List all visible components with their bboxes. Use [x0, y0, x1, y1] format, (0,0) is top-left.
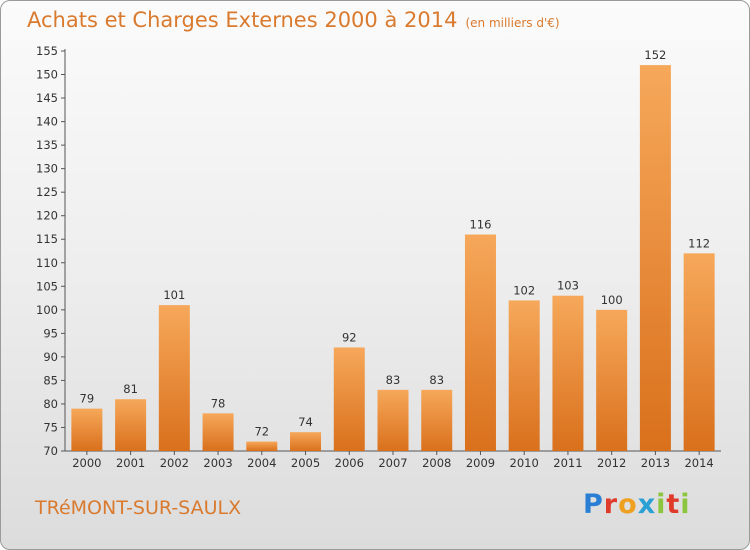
- x-tick-label: 2011: [553, 456, 582, 470]
- bar: [639, 65, 671, 451]
- bar: [333, 347, 365, 451]
- bar-value-label: 152: [644, 48, 666, 62]
- y-tick-label: 145: [36, 91, 58, 105]
- x-tick-label: 2009: [466, 456, 495, 470]
- bar-value-label: 101: [163, 288, 185, 302]
- x-tick-label: 2003: [203, 456, 232, 470]
- bar: [464, 234, 496, 451]
- y-tick-label: 95: [43, 326, 58, 340]
- x-tick-label: 2010: [510, 456, 539, 470]
- bar: [158, 305, 190, 451]
- x-tick-label: 2005: [291, 456, 320, 470]
- y-tick-label: 80: [43, 397, 58, 411]
- bar: [508, 300, 540, 451]
- bar: [71, 408, 103, 451]
- bar-value-label: 103: [557, 279, 579, 293]
- logo-letter: r: [603, 489, 619, 520]
- y-tick-label: 120: [36, 209, 58, 223]
- y-tick-label: 140: [36, 115, 58, 129]
- commune-name: TRéMONT-SUR-SAULX: [35, 497, 242, 519]
- bars: [71, 65, 715, 451]
- bar: [246, 441, 278, 451]
- bar-value-label: 74: [298, 415, 313, 429]
- logo-letter: t: [666, 489, 681, 520]
- chart-title-text: Achats et Charges Externes 2000 à 2014: [27, 8, 458, 32]
- y-tick-label: 105: [36, 279, 58, 293]
- x-tick-label: 2001: [116, 456, 145, 470]
- y-tick-label: 125: [36, 185, 58, 199]
- y-tick-label: 135: [36, 138, 58, 152]
- y-tick-label: 150: [36, 68, 58, 82]
- bar: [377, 389, 409, 451]
- bar: [202, 413, 234, 451]
- y-tick-label: 115: [36, 232, 58, 246]
- chart-title: Achats et Charges Externes 2000 à 2014 (e…: [27, 8, 560, 32]
- x-tick-label: 2012: [597, 456, 626, 470]
- bar-value-label: 112: [688, 236, 710, 250]
- y-tick-label: 130: [36, 162, 58, 176]
- bar-value-label: 79: [80, 392, 95, 406]
- chart-subtitle: (en milliers d'€): [465, 16, 560, 30]
- y-tick-label: 155: [36, 44, 58, 58]
- y-tick-label: 75: [43, 420, 58, 434]
- logo-letter: x: [637, 489, 657, 520]
- x-tick-label: 2007: [378, 456, 407, 470]
- logo-letter: i: [680, 489, 691, 520]
- bar: [596, 309, 628, 451]
- x-tick-label: 2013: [641, 456, 670, 470]
- bar-value-label: 83: [386, 373, 401, 387]
- y-tick-label: 85: [43, 373, 58, 387]
- bar-value-label: 72: [254, 425, 269, 439]
- bar-value-label: 100: [601, 293, 623, 307]
- y-tick-label: 70: [43, 444, 58, 458]
- proxiti-logo[interactable]: Proxiti: [583, 489, 691, 520]
- bar: [290, 432, 322, 451]
- bar: [421, 389, 453, 451]
- logo-letter: P: [583, 489, 604, 520]
- bar-value-label: 116: [469, 218, 491, 232]
- data-labels: 79 81 101 78 72 74 92 83 83 116 102 103 100 152 112: [80, 48, 711, 438]
- bar: [683, 253, 715, 451]
- bar-value-label: 81: [123, 382, 138, 396]
- logo-letter: i: [656, 489, 667, 520]
- y-tick-label: 100: [36, 303, 58, 317]
- axes: 70 75 80 85 90 95 100 105 110 115 120 125 130 135 140 1…: [36, 44, 721, 470]
- bar: [115, 399, 147, 451]
- bar-value-label: 83: [429, 373, 444, 387]
- x-tick-label: 2008: [422, 456, 451, 470]
- x-tick-label: 2000: [72, 456, 101, 470]
- bar-value-label: 102: [513, 283, 535, 297]
- x-tick-label: 2006: [335, 456, 364, 470]
- bar-value-label: 92: [342, 330, 357, 344]
- bar: [552, 295, 584, 451]
- y-tick-label: 110: [36, 256, 58, 270]
- x-tick-label: 2004: [247, 456, 276, 470]
- x-tick-label: 2014: [684, 456, 713, 470]
- logo-letter: o: [618, 489, 638, 520]
- y-tick-label: 90: [43, 350, 58, 364]
- x-tick-label: 2002: [160, 456, 189, 470]
- bar-value-label: 78: [211, 396, 226, 410]
